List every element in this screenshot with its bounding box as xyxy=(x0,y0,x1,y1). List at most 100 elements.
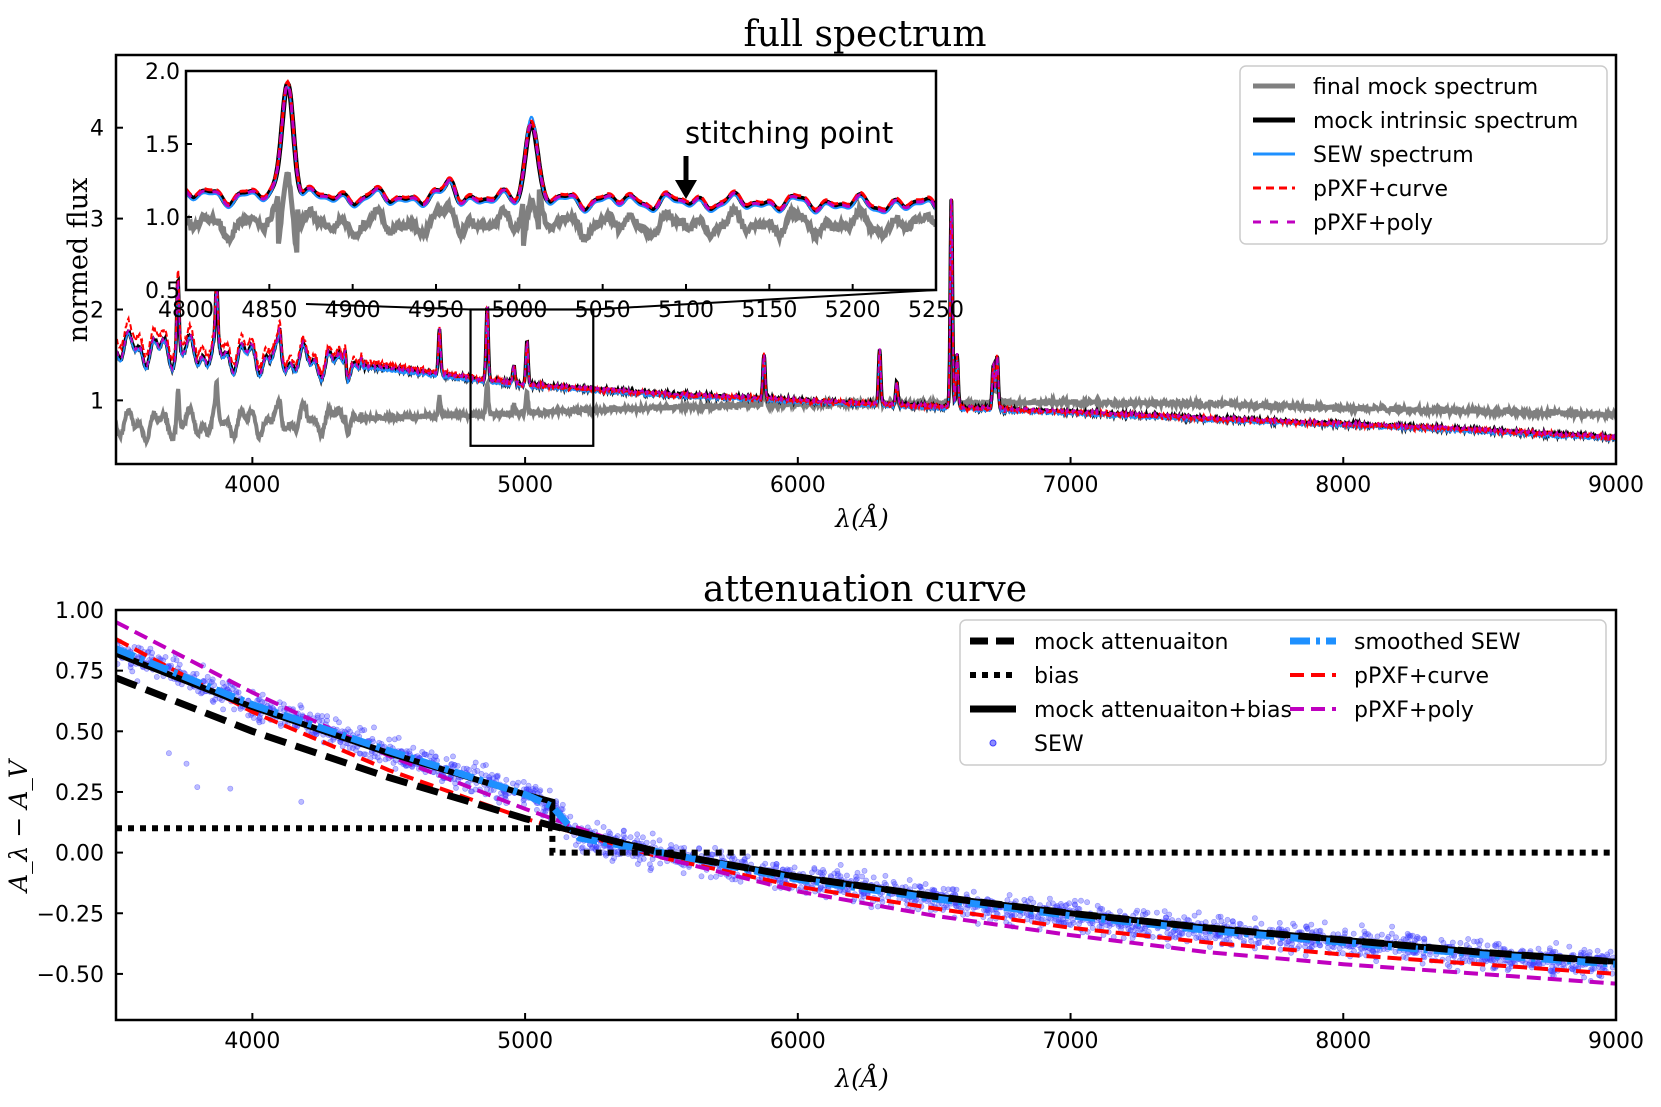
sew-point xyxy=(176,661,183,668)
sew-point xyxy=(1596,964,1602,970)
sew-point xyxy=(858,891,865,898)
legend-label-mock-attenuation-bias: mock attenuaiton+bias xyxy=(1034,698,1292,723)
sew-point xyxy=(1134,907,1141,914)
sew-point xyxy=(277,723,284,729)
sew-point xyxy=(520,779,527,785)
sew-point xyxy=(482,762,489,768)
sew-point xyxy=(1117,908,1123,915)
sew-point xyxy=(945,886,952,893)
sew-point xyxy=(520,797,527,804)
sew-point xyxy=(1419,960,1426,967)
sew-point xyxy=(922,881,929,887)
sew-point xyxy=(1078,897,1084,904)
inset-ytick-label: 0.5 xyxy=(145,279,180,304)
sew-point xyxy=(210,699,217,705)
sew-point xyxy=(1047,895,1053,902)
sew-point xyxy=(875,903,881,910)
inset-xtick-label: 4900 xyxy=(325,298,381,323)
sew-point xyxy=(657,860,664,867)
zoom-box xyxy=(469,308,595,447)
sew-point xyxy=(453,785,459,791)
sew-point xyxy=(940,885,947,892)
sew-point xyxy=(1317,927,1324,934)
attenuation-xtick-label: 7000 xyxy=(1043,1029,1099,1054)
attenuation-legend-frame xyxy=(959,619,1607,766)
sew-point xyxy=(1594,947,1601,954)
sew-point xyxy=(837,862,844,868)
sew-point xyxy=(483,772,489,779)
sew-point xyxy=(698,873,705,880)
sew-point xyxy=(346,744,353,751)
sew-point xyxy=(347,728,353,735)
sew-point xyxy=(1161,908,1168,914)
sew-point xyxy=(474,768,481,774)
sew-point xyxy=(1181,914,1188,920)
sew-point xyxy=(609,858,616,864)
inset-xtick-label: 5100 xyxy=(658,298,714,323)
sew-point xyxy=(1342,927,1348,934)
sew-point xyxy=(1385,933,1392,940)
sew-point xyxy=(1402,936,1409,943)
sew-point xyxy=(953,886,960,893)
sew-point xyxy=(559,806,566,813)
attenuation-ytick-label: 0.25 xyxy=(55,781,104,806)
inset-panel: 4800 4850 4900 4950 5000 5050 5100 5150 5200 5250… xyxy=(145,60,964,323)
sew-point xyxy=(357,724,363,731)
legend-label-final-mock: final mock spectrum xyxy=(1313,75,1538,100)
legend-entry-mock-attenuation: mock attenuaiton xyxy=(970,630,1229,655)
spectrum-panel: full spectrum normed flux λ(Å) 4000 5000 6… xyxy=(63,14,1644,533)
sew-point xyxy=(1069,917,1076,924)
sew-point xyxy=(1409,932,1416,939)
sew-point xyxy=(1096,923,1103,930)
sew-point xyxy=(1217,913,1224,920)
inset-xtick-label: 5200 xyxy=(825,298,881,323)
ppxf-curve-spectrum-line xyxy=(116,198,1616,443)
legend-label-smoothed-sew: smoothed SEW xyxy=(1354,630,1521,655)
sew-point xyxy=(1039,916,1046,922)
sew-point xyxy=(1569,966,1576,972)
sew-point xyxy=(647,867,654,874)
zoom-connector-right xyxy=(593,289,937,311)
sew-point xyxy=(890,879,897,885)
sew-point xyxy=(374,754,381,761)
sew-point xyxy=(1392,949,1399,955)
spectrum-xtick-label: 8000 xyxy=(1315,473,1371,498)
sew-point xyxy=(371,724,377,731)
sew-point xyxy=(882,872,889,879)
sew-point xyxy=(1457,940,1464,946)
sew-point xyxy=(546,787,553,794)
sew-point xyxy=(211,682,217,688)
sew-point xyxy=(917,884,924,890)
legend-entry-ppxf-poly-att: pPXF+poly xyxy=(1290,698,1474,723)
sew-point xyxy=(1342,930,1348,937)
sew-point xyxy=(784,866,791,873)
sew-point xyxy=(454,762,461,769)
sew-point xyxy=(1445,956,1452,962)
sew-point xyxy=(1129,924,1136,931)
sew-point xyxy=(1129,935,1136,941)
attenuation-ytick-label: −0.50 xyxy=(37,963,104,988)
sew-point xyxy=(870,874,877,881)
sew-point xyxy=(220,706,226,713)
sew-point xyxy=(1380,946,1387,952)
attenuation-xlabel: λ(Å) xyxy=(834,1063,888,1093)
sew-point xyxy=(1578,949,1584,956)
zoom-connector-left xyxy=(305,303,471,311)
sew-point xyxy=(1211,918,1217,925)
sew-point xyxy=(904,897,911,904)
sew-point xyxy=(737,878,744,885)
sew-point xyxy=(173,657,180,663)
inset-plot-area xyxy=(186,79,936,253)
sew-point xyxy=(1163,914,1170,921)
sew-point xyxy=(204,673,211,680)
attenuation-legend: mock attenuaiton bias mock attenuaiton+b… xyxy=(959,619,1607,766)
spectrum-xtick-label: 9000 xyxy=(1588,473,1644,498)
sew-point xyxy=(1066,900,1073,907)
legend-entry-bias: bias xyxy=(970,664,1079,689)
sew-point xyxy=(844,872,850,879)
sew-point xyxy=(1374,933,1381,940)
sew-point xyxy=(1004,897,1011,904)
inset-background xyxy=(186,71,936,290)
sew-point xyxy=(1215,914,1222,920)
spectrum-plot-area xyxy=(116,198,1616,449)
